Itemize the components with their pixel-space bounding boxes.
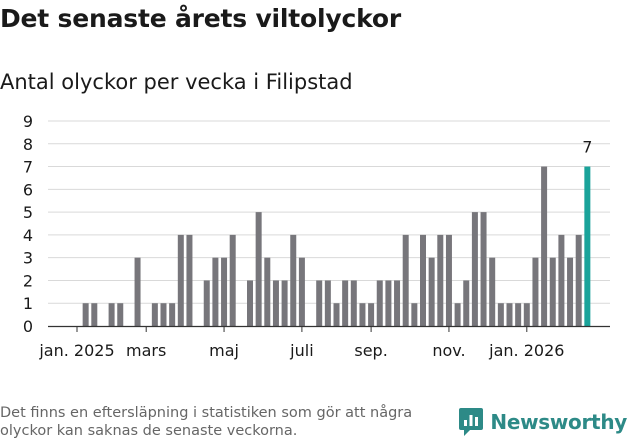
y-tick-label-4: 4 [23, 226, 33, 245]
bar-week-33 [350, 280, 357, 326]
bar-week-53 [523, 303, 530, 326]
bars [82, 166, 591, 326]
x-tick-label-6: jan. 2026 [488, 341, 564, 360]
bar-week-54 [532, 257, 539, 326]
bar-week-5 [108, 303, 115, 326]
bar-week-58 [567, 257, 574, 326]
bar-week-17 [212, 257, 219, 326]
x-tick-label-5: nov. [432, 341, 465, 360]
bar-week-60 [584, 166, 591, 326]
bar-week-43 [437, 234, 444, 326]
bar-week-56 [549, 257, 556, 326]
bar-week-18 [221, 257, 228, 326]
bar-week-11 [160, 303, 167, 326]
y-tick-label-3: 3 [23, 249, 33, 268]
bar-week-36 [376, 280, 383, 326]
y-tick-label-9: 9 [23, 112, 33, 131]
y-tick-label-0: 0 [23, 317, 33, 336]
x-tick-label-2: maj [209, 341, 239, 360]
bar-week-21 [247, 280, 253, 326]
x-axis-tick-labels: jan. 2025 mars maj juli sep. nov. jan. 2026 [38, 327, 564, 360]
bar-week-31 [333, 303, 340, 326]
bar-week-41 [420, 234, 426, 326]
bar-week-49 [489, 257, 496, 326]
bar-week-50 [497, 303, 504, 326]
bar-week-35 [368, 303, 375, 326]
bar-week-8 [134, 257, 141, 326]
bar-week-59 [575, 234, 582, 326]
x-tick-label-1: mars [126, 341, 166, 360]
bar-week-51 [506, 303, 513, 326]
bar-week-55 [541, 166, 548, 326]
bar-week-47 [471, 212, 478, 326]
bar-week-34 [359, 303, 366, 326]
bar-week-38 [394, 280, 401, 326]
bar-week-57 [558, 234, 565, 326]
bar-week-46 [463, 280, 470, 326]
bar-week-40 [411, 303, 418, 326]
bar-week-14 [186, 234, 193, 326]
bar-week-37 [385, 280, 392, 326]
bar-week-26 [290, 234, 297, 326]
x-tick-label-4: sep. [354, 341, 387, 360]
x-tick-label-0: jan. 2025 [38, 341, 114, 360]
bar-week-52 [515, 303, 522, 326]
chart-subtitle: Antal olyckor per vecka i Filipstad [0, 70, 353, 94]
bar-week-32 [342, 280, 349, 326]
newsworthy-logo-icon [459, 408, 484, 436]
y-tick-label-2: 2 [23, 271, 33, 290]
bar-week-23 [264, 257, 271, 326]
bar-week-42 [428, 257, 435, 326]
bar-week-2 [82, 303, 89, 326]
bar-week-22 [255, 212, 262, 326]
y-tick-label-5: 5 [23, 203, 33, 222]
bar-week-12 [169, 303, 176, 326]
bar-week-29 [316, 280, 323, 326]
chart-title: Det senaste årets viltolyckor [0, 4, 401, 33]
bar-week-39 [402, 234, 409, 326]
y-tick-label-6: 6 [23, 180, 33, 199]
bar-week-44 [445, 234, 452, 326]
bar-week-48 [480, 212, 487, 326]
x-tick-label-3: juli [289, 341, 313, 360]
data-labels: 7 [582, 138, 592, 157]
bar-week-16 [203, 280, 210, 326]
highlight-value-label: 7 [582, 138, 592, 157]
y-axis-tick-labels: 0 1 2 3 4 5 6 7 8 9 [23, 112, 33, 336]
bar-week-6 [117, 303, 124, 326]
bar-week-25 [281, 280, 288, 326]
brand-name: Newsworthy [490, 410, 627, 434]
bar-week-30 [324, 280, 331, 326]
y-tick-label-8: 8 [23, 135, 33, 154]
footnote: Det finns en eftersläpning i statistiken… [0, 405, 413, 439]
y-tick-label-1: 1 [23, 294, 33, 313]
bar-week-45 [454, 303, 461, 326]
gridlines [48, 120, 610, 304]
bar-week-19 [229, 234, 236, 326]
y-tick-label-7: 7 [23, 158, 33, 177]
bar-week-24 [272, 280, 279, 326]
bar-week-10 [151, 303, 158, 326]
brand-logo: Newsworthy [458, 406, 627, 438]
bar-week-13 [177, 234, 184, 326]
bar-week-27 [298, 257, 305, 326]
bar-week-3 [91, 303, 98, 326]
